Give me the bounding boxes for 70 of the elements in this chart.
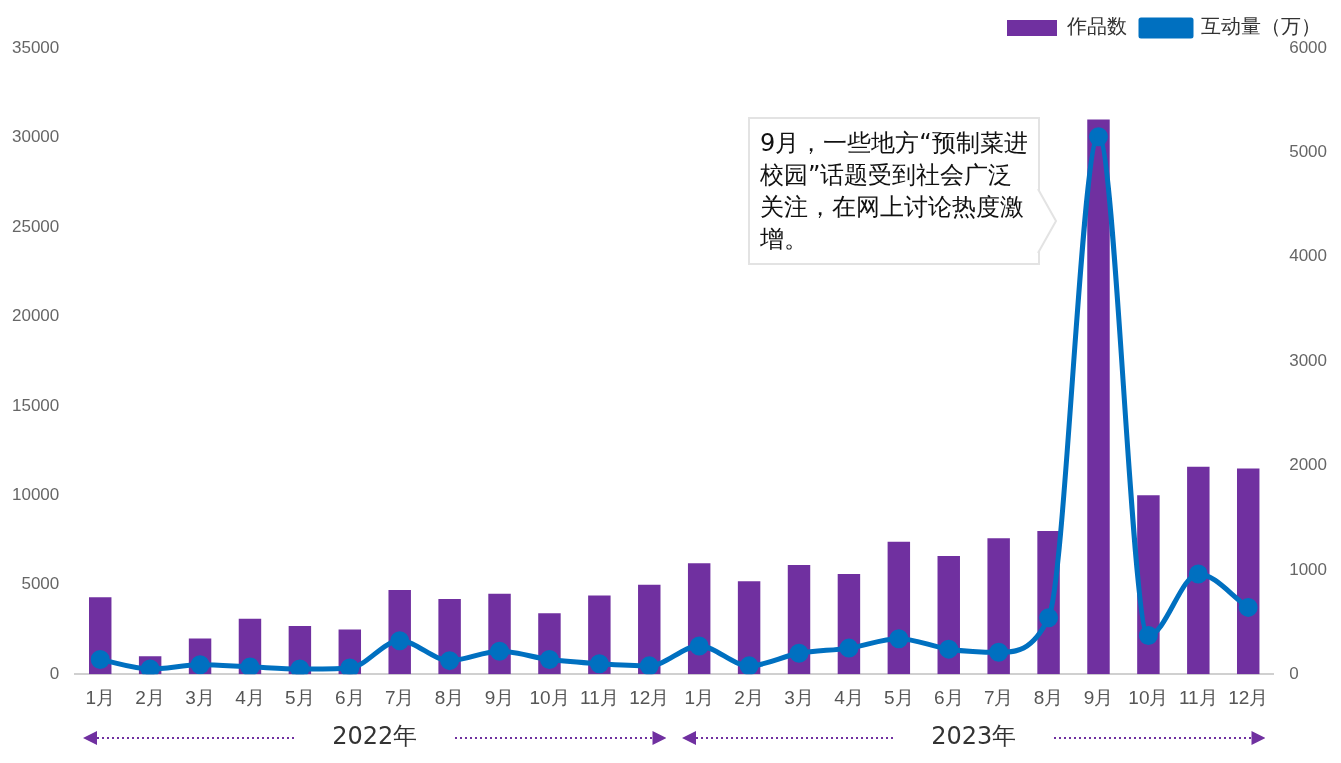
point xyxy=(1088,127,1108,147)
y-tick-label: 20000 xyxy=(11,306,60,326)
y-tick-label: 25000 xyxy=(11,216,60,236)
bar xyxy=(1087,119,1110,675)
annotation: 9月，一些地方“预制菜进校园”话题受到社会广泛关注，在网上讨论热度激增。 xyxy=(748,117,1040,265)
legend-label: 互动量（万） xyxy=(1201,14,1321,39)
point xyxy=(240,657,260,675)
y-tick-label: 15000 xyxy=(11,395,60,415)
point xyxy=(989,642,1009,662)
x-tick-label: 2月 xyxy=(135,686,165,708)
point xyxy=(1238,597,1258,617)
y2-tick-label: 6000 xyxy=(1289,37,1328,57)
x-tick-label: 8月 xyxy=(1033,686,1064,708)
x-tick-label: 6月 xyxy=(335,686,365,708)
x-tick-label: 5月 xyxy=(285,686,315,708)
point xyxy=(340,658,360,675)
legend-label: 作品数 xyxy=(1066,14,1127,39)
point xyxy=(440,651,460,671)
x-tick-label: 9月 xyxy=(1083,686,1114,708)
bar xyxy=(1236,468,1260,675)
y-tick-label: 10000 xyxy=(11,484,60,504)
bar xyxy=(1187,466,1210,675)
point xyxy=(490,641,510,661)
point xyxy=(1039,608,1059,628)
point xyxy=(589,654,609,674)
y2-tick-label: 3000 xyxy=(1289,350,1328,370)
bar xyxy=(887,541,911,675)
y2-tick-label: 5000 xyxy=(1289,142,1328,162)
y-tick-label: 0 xyxy=(49,663,60,683)
point xyxy=(839,638,859,658)
point xyxy=(1138,626,1158,646)
x-tick-label: 4月 xyxy=(834,686,864,708)
x-tick-label: 11月 xyxy=(1178,686,1218,708)
x-tick-label: 9月 xyxy=(484,686,515,708)
x-tick-label: 5月 xyxy=(884,686,914,708)
x-tick-label: 1月 xyxy=(684,686,714,708)
y-tick-label: 35000 xyxy=(11,37,60,57)
y2-tick-label: 0 xyxy=(1289,663,1299,683)
x-tick-label: 7月 xyxy=(384,686,415,708)
x-tick-label: 2月 xyxy=(734,686,764,708)
y2-tick-label: 2000 xyxy=(1289,455,1328,475)
point xyxy=(689,636,709,656)
point xyxy=(939,639,959,659)
x-tick-label: 10月 xyxy=(1128,686,1169,708)
point xyxy=(390,631,410,651)
x-tick-label: 6月 xyxy=(933,686,964,708)
x-tick-label: 3月 xyxy=(185,686,215,708)
point xyxy=(539,650,559,670)
x-tick-label: 12月 xyxy=(629,686,670,708)
x-tick-label: 10月 xyxy=(529,686,570,708)
point xyxy=(789,643,809,663)
x-tick-label: 4月 xyxy=(235,686,265,708)
y-tick-label: 5000 xyxy=(21,574,60,594)
text: 2022年 xyxy=(332,722,418,751)
point xyxy=(889,629,909,649)
point xyxy=(739,656,759,675)
x-tick-label: 11月 xyxy=(579,686,619,708)
x-tick-label: 8月 xyxy=(434,686,465,708)
point xyxy=(90,650,110,670)
x-tick-label: 12月 xyxy=(1228,686,1269,708)
bar xyxy=(987,538,1010,675)
x-tick-label: 1月 xyxy=(85,686,116,708)
text: 2023年 xyxy=(931,722,1017,751)
point xyxy=(1188,564,1208,584)
y2-tick-label: 1000 xyxy=(1289,559,1328,579)
x-tick-label: 3月 xyxy=(784,686,814,708)
point xyxy=(639,656,659,675)
y-tick-label: 30000 xyxy=(11,127,60,147)
x-tick-label: 7月 xyxy=(983,686,1014,708)
y2-tick-label: 4000 xyxy=(1289,246,1328,266)
